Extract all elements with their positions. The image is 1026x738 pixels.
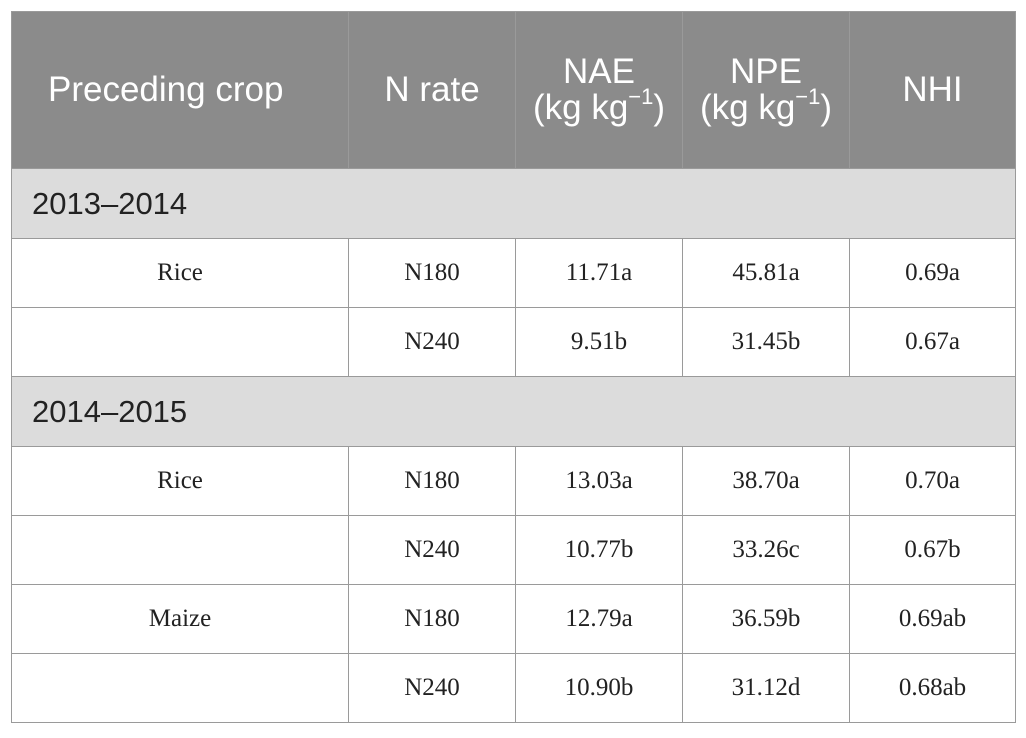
section-row: 2013–2014 (11, 168, 1016, 239)
cell-npe: 38.70a (682, 446, 850, 516)
cell-nhi: 0.67a (849, 307, 1016, 377)
cell-nae: 10.90b (515, 653, 683, 723)
section-row: 2014–2015 (11, 376, 1016, 447)
header-row: Preceding crop N rate NAE (kg kg−1) NPE … (11, 11, 1016, 169)
header-preceding-crop: Preceding crop (11, 11, 349, 169)
data-table: Preceding crop N rate NAE (kg kg−1) NPE … (11, 11, 1016, 723)
table-row: Rice N180 11.71a 45.81a 0.69a (11, 238, 1016, 308)
header-nae-unit: (kg kg−1) (532, 86, 666, 127)
cell-npe: 45.81a (682, 238, 850, 308)
cell-npe: 31.45b (682, 307, 850, 377)
table-body: 2013–2014 Rice N180 11.71a 45.81a 0.69a … (11, 168, 1016, 723)
cell-npe: 36.59b (682, 584, 850, 654)
header-nae-name: NAE (563, 52, 635, 91)
cell-n-rate: N240 (348, 653, 516, 723)
header-nhi: NHI (849, 11, 1016, 169)
cell-nae: 10.77b (515, 515, 683, 585)
cell-crop (11, 653, 349, 723)
cell-nhi: 0.67b (849, 515, 1016, 585)
table-row: N240 10.77b 33.26c 0.67b (11, 515, 1016, 585)
cell-nhi: 0.68ab (849, 653, 1016, 723)
cell-crop: Rice (11, 446, 349, 516)
cell-nhi: 0.69a (849, 238, 1016, 308)
header-npe-unit-text: (kg kg (699, 88, 796, 127)
cell-crop: Rice (11, 238, 349, 308)
table-header: Preceding crop N rate NAE (kg kg−1) NPE … (11, 11, 1016, 169)
table-row: N240 9.51b 31.45b 0.67a (11, 307, 1016, 377)
section-label: 2014–2015 (11, 376, 1016, 447)
cell-nae: 11.71a (515, 238, 683, 308)
cell-npe: 33.26c (682, 515, 850, 585)
section-label: 2013–2014 (11, 168, 1016, 239)
header-nae: NAE (kg kg−1) (515, 11, 683, 169)
cell-nae: 9.51b (515, 307, 683, 377)
cell-crop (11, 515, 349, 585)
cell-n-rate: N180 (348, 238, 516, 308)
header-nae-unit-sup: −1 (628, 84, 654, 110)
cell-n-rate: N180 (348, 584, 516, 654)
table-row: Maize N180 12.79a 36.59b 0.69ab (11, 584, 1016, 654)
cell-crop (11, 307, 349, 377)
cell-nae: 13.03a (515, 446, 683, 516)
header-nae-unit-close: ) (653, 88, 666, 127)
cell-nhi: 0.69ab (849, 584, 1016, 654)
header-npe: NPE (kg kg−1) (682, 11, 850, 169)
cell-nhi: 0.70a (849, 446, 1016, 516)
header-nae-unit-text: (kg kg (532, 88, 629, 127)
table-container: Preceding crop N rate NAE (kg kg−1) NPE … (11, 11, 1016, 723)
header-npe-unit-close: ) (820, 88, 833, 127)
cell-nae: 12.79a (515, 584, 683, 654)
cell-npe: 31.12d (682, 653, 850, 723)
table-row: Rice N180 13.03a 38.70a 0.70a (11, 446, 1016, 516)
cell-n-rate: N240 (348, 307, 516, 377)
cell-n-rate: N240 (348, 515, 516, 585)
header-npe-unit: (kg kg−1) (699, 86, 833, 127)
header-n-rate: N rate (348, 11, 516, 169)
header-npe-name: NPE (730, 52, 802, 91)
header-npe-unit-sup: −1 (795, 84, 821, 110)
cell-crop: Maize (11, 584, 349, 654)
cell-n-rate: N180 (348, 446, 516, 516)
table-row: N240 10.90b 31.12d 0.68ab (11, 653, 1016, 723)
